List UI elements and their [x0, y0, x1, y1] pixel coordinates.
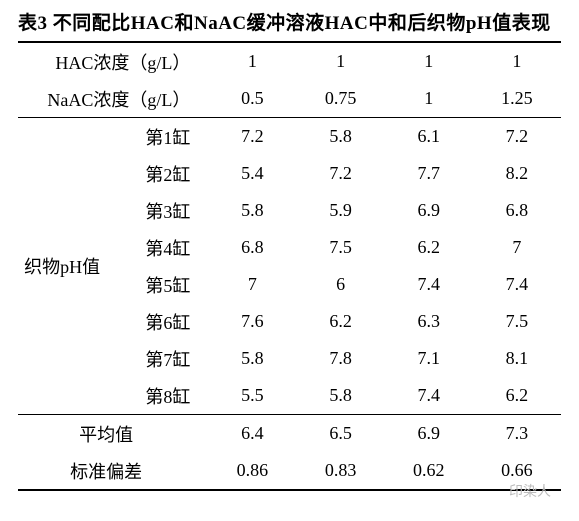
cell: 5.8 [297, 377, 385, 415]
cell: 8.2 [473, 155, 561, 192]
cell: 7.5 [297, 229, 385, 266]
cell: 8.1 [473, 340, 561, 377]
mean-label: 平均值 [18, 415, 208, 453]
naac-val-2: 1 [385, 80, 473, 118]
cell: 6.9 [385, 192, 473, 229]
cell: 6.8 [208, 229, 296, 266]
header-row-naac: NaAC浓度（g/L） 0.5 0.75 1 1.25 [18, 80, 561, 118]
cell: 7.4 [473, 266, 561, 303]
cell: 6 [297, 266, 385, 303]
naac-val-3: 1.25 [473, 80, 561, 118]
sd-label: 标准偏差 [18, 452, 208, 490]
cell: 5.8 [297, 118, 385, 156]
footer-sd-row: 标准偏差 0.86 0.83 0.62 0.66 [18, 452, 561, 490]
sd-val-1: 0.83 [297, 452, 385, 490]
mean-val-0: 6.4 [208, 415, 296, 453]
cell: 7.2 [473, 118, 561, 156]
cell: 5.9 [297, 192, 385, 229]
cell: 7 [208, 266, 296, 303]
cell: 6.1 [385, 118, 473, 156]
footer-mean-row: 平均值 6.4 6.5 6.9 7.3 [18, 415, 561, 453]
cell: 6.2 [473, 377, 561, 415]
mean-val-1: 6.5 [297, 415, 385, 453]
cell: 7.4 [385, 266, 473, 303]
row-spec: 第1缸 [106, 118, 208, 156]
cell: 7.6 [208, 303, 296, 340]
hac-val-1: 1 [297, 42, 385, 80]
cell: 6.2 [297, 303, 385, 340]
cell: 6.2 [385, 229, 473, 266]
cell: 7.7 [385, 155, 473, 192]
row-spec: 第6缸 [106, 303, 208, 340]
naac-val-0: 0.5 [208, 80, 296, 118]
cell: 7.2 [208, 118, 296, 156]
hac-val-0: 1 [208, 42, 296, 80]
table-title: 表3 不同配比HAC和NaAC缓冲溶液HAC中和后织物pH值表现 [18, 8, 561, 35]
mean-val-2: 6.9 [385, 415, 473, 453]
hac-val-2: 1 [385, 42, 473, 80]
row-spec: 第3缸 [106, 192, 208, 229]
naac-val-1: 0.75 [297, 80, 385, 118]
sd-val-2: 0.62 [385, 452, 473, 490]
row-spec: 第5缸 [106, 266, 208, 303]
cell: 7.2 [297, 155, 385, 192]
naac-label: NaAC浓度（g/L） [18, 80, 208, 118]
cell: 7.1 [385, 340, 473, 377]
cell: 7.5 [473, 303, 561, 340]
header-row-hac: HAC浓度（g/L） 1 1 1 1 [18, 42, 561, 80]
sd-val-3: 0.66 [473, 452, 561, 490]
cell: 5.4 [208, 155, 296, 192]
row-spec: 第7缸 [106, 340, 208, 377]
cell: 6.8 [473, 192, 561, 229]
table-row: 织物pH值 第1缸 7.2 5.8 6.1 7.2 [18, 118, 561, 156]
cell: 7.8 [297, 340, 385, 377]
cell: 6.3 [385, 303, 473, 340]
data-table: HAC浓度（g/L） 1 1 1 1 NaAC浓度（g/L） 0.5 0.75 … [18, 41, 561, 491]
row-spec: 第2缸 [106, 155, 208, 192]
row-spec: 第4缸 [106, 229, 208, 266]
cell: 5.8 [208, 340, 296, 377]
cell: 7.4 [385, 377, 473, 415]
group-label: 织物pH值 [18, 118, 106, 415]
hac-label: HAC浓度（g/L） [18, 42, 208, 80]
row-spec: 第8缸 [106, 377, 208, 415]
cell: 5.5 [208, 377, 296, 415]
hac-val-3: 1 [473, 42, 561, 80]
mean-val-3: 7.3 [473, 415, 561, 453]
cell: 7 [473, 229, 561, 266]
sd-val-0: 0.86 [208, 452, 296, 490]
cell: 5.8 [208, 192, 296, 229]
